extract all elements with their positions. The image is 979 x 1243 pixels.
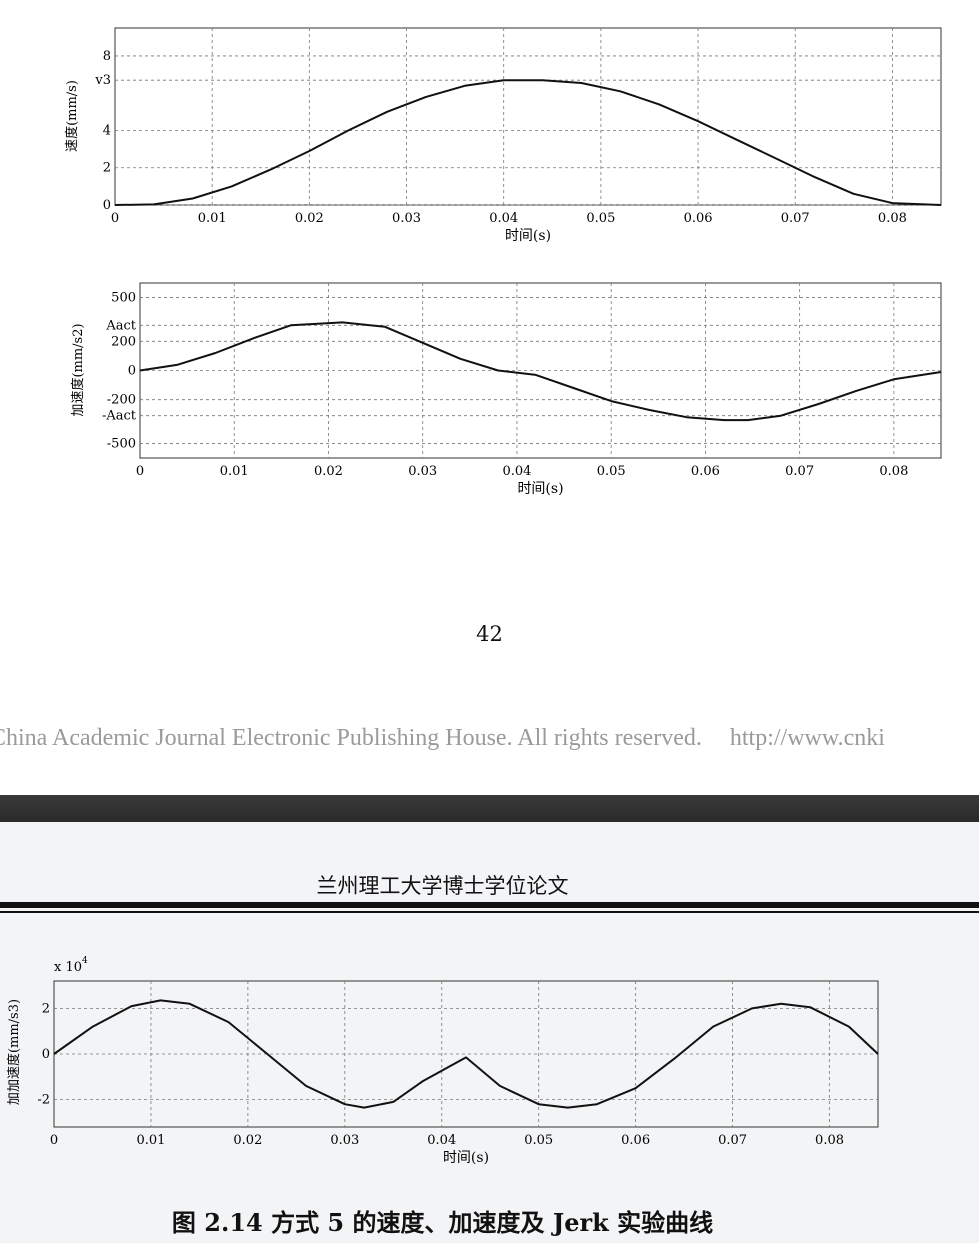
x-tick-label: 0	[136, 464, 144, 479]
x-axis-label: 时间(s)	[443, 1150, 489, 1166]
y-tick-label: 2	[103, 161, 111, 176]
x-tick-label: 0.06	[621, 1133, 650, 1148]
page-upper	[0, 0, 979, 795]
plot-frame	[114, 27, 942, 206]
copyright-footer: China Academic Journal Electronic Publis…	[0, 725, 885, 752]
y-tick-label: 0	[103, 198, 111, 213]
x-tick-label: 0.06	[691, 464, 720, 479]
y-tick-label: 500	[111, 291, 136, 306]
y-tick-label: 4	[103, 123, 111, 138]
x-tick-label: 0.02	[314, 464, 343, 479]
acceleration-chart: 0 0.01 0.02 0.03 0.04 0.05 0.06 0.07 0.08 500 Aact…	[70, 282, 942, 497]
figure-caption: 图 2.14 方式 5 的速度、加速度及 Jerk 实验曲线	[171, 1208, 714, 1237]
y-tick-label: 2	[42, 1001, 50, 1016]
x-tick-label: 0.03	[408, 464, 437, 479]
x-tick-label: 0.08	[879, 464, 908, 479]
x-tick-label: 0.03	[392, 211, 421, 226]
x-tick-label: 0.04	[502, 464, 531, 479]
x-tick-label: 0.01	[198, 211, 227, 226]
x-tick-label: 0	[50, 1133, 58, 1148]
y-tick-label: Aact	[105, 318, 136, 333]
x-tick-label: 0.04	[427, 1133, 456, 1148]
x-tick-label: 0.04	[489, 211, 518, 226]
x-tick-label: 0.05	[524, 1133, 553, 1148]
y-scale-label: x 10	[54, 960, 82, 975]
y-tick-label: 8	[103, 49, 111, 64]
x-tick-label: 0.05	[597, 464, 626, 479]
series-line	[139, 321, 942, 422]
x-axis-label: 时间(s)	[505, 228, 551, 244]
y-tick-label: -500	[107, 436, 136, 451]
y-scale-exponent: 4	[82, 956, 88, 966]
x-tick-label: 0.07	[781, 211, 810, 226]
jerk-chart: 0 0.01 0.02 0.03 0.04 0.05 0.06 0.07 0.08 2 0 -2 时间(…	[6, 956, 879, 1166]
x-tick-label: 0.03	[330, 1133, 359, 1148]
y-tick-label: 0	[42, 1047, 50, 1062]
x-tick-label: 0.07	[785, 464, 814, 479]
y-tick-label: v3	[94, 73, 111, 88]
x-tick-label: 0	[111, 211, 119, 226]
y-tick-label: -Aact	[102, 409, 137, 424]
header-rule	[0, 902, 979, 908]
header-rule-thin	[0, 911, 979, 913]
x-axis-label: 时间(s)	[517, 481, 563, 497]
x-tick-label: 0.08	[815, 1133, 844, 1148]
page-lower	[0, 822, 979, 1243]
page-number: 42	[476, 622, 503, 646]
y-tick-label: -2	[37, 1093, 50, 1108]
x-tick-label: 0.08	[878, 211, 907, 226]
x-tick-label: 0.02	[295, 211, 324, 226]
series-line	[53, 999, 879, 1109]
y-axis-label: 加速度(mm/s2)	[70, 323, 86, 416]
x-tick-label: 0.06	[684, 211, 713, 226]
y-tick-label: 200	[111, 334, 136, 349]
y-axis-label: 加加速度(mm/s3)	[6, 999, 22, 1105]
footer-copyright: China Academic Journal Electronic Publis…	[0, 725, 702, 751]
footer-url[interactable]: http://www.cnki	[729, 725, 885, 751]
x-tick-label: 0.05	[586, 211, 615, 226]
x-tick-label: 0.01	[220, 464, 249, 479]
x-tick-label: 0.02	[233, 1133, 262, 1148]
velocity-chart: 0 0.01 0.02 0.03 0.04 0.05 0.06 0.07 0.08 0 2 4 v3 8 时…	[64, 27, 942, 244]
thesis-header-title: 兰州理工大学博士学位论文	[316, 874, 569, 898]
x-tick-label: 0.07	[718, 1133, 747, 1148]
y-tick-label: -200	[107, 393, 136, 408]
x-tick-label: 0.01	[136, 1133, 165, 1148]
series-line	[114, 79, 942, 206]
y-tick-label: 0	[128, 364, 136, 379]
page-separator	[0, 795, 979, 822]
y-axis-label: 速度(mm/s)	[64, 80, 80, 152]
